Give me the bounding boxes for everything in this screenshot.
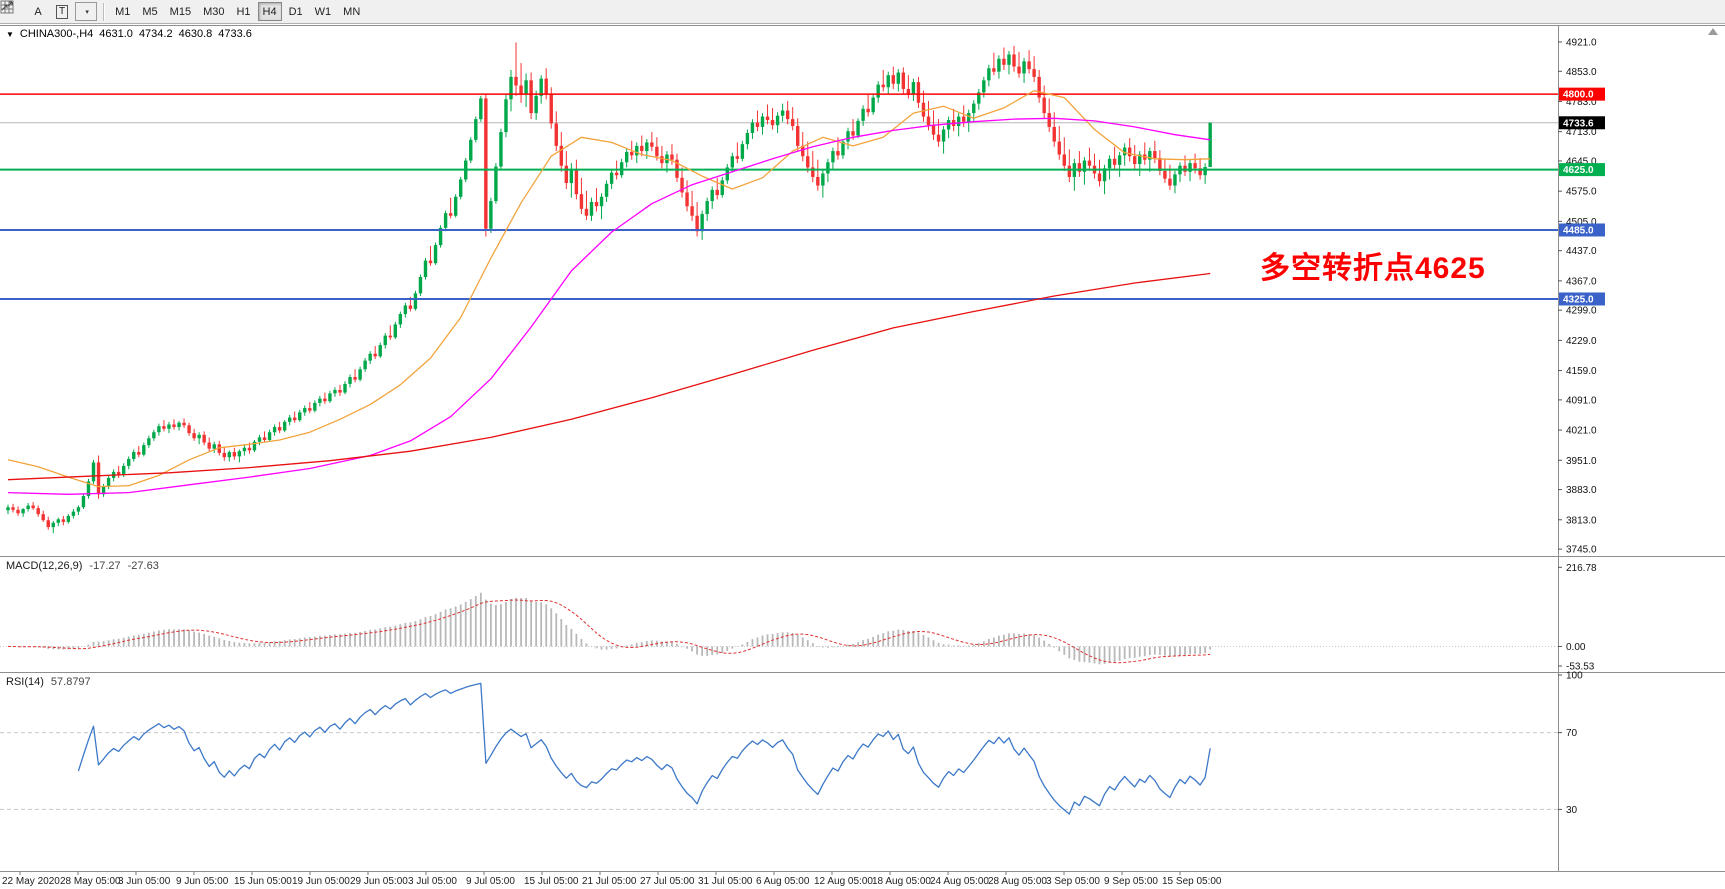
rsi-tick-label: 70 — [1566, 728, 1578, 739]
svg-text:4325.0: 4325.0 — [1563, 294, 1594, 305]
timeframe-button-h4[interactable]: H4 — [257, 2, 282, 21]
rsi-tick-label: 30 — [1566, 805, 1578, 816]
price-badge — [1559, 292, 1605, 306]
text-tool-icon: T — [56, 4, 69, 19]
price-tick-label: 4159.0 — [1566, 366, 1597, 377]
price-tick-label: 4437.0 — [1566, 246, 1597, 257]
time-tick-label: 3 Jul 05:00 — [408, 876, 457, 887]
svg-text:4625.0: 4625.0 — [1563, 165, 1594, 176]
time-tick-label: 15 Sep 05:00 — [1162, 876, 1222, 887]
timeframe-button-m5[interactable]: M5 — [142, 5, 158, 18]
timeframe-button-mn[interactable]: MN — [343, 5, 361, 18]
time-tick-label: 12 Aug 05:00 — [814, 876, 873, 887]
svg-text:4733.6: 4733.6 — [1563, 118, 1594, 129]
timeframe-button-w1[interactable]: W1 — [314, 5, 332, 18]
ma-fast-orange — [7, 90, 1211, 488]
timeframe-button-m1[interactable]: M1 — [115, 5, 131, 18]
text-label-tool-button[interactable]: A — [34, 5, 42, 18]
price-tick-label: 4091.0 — [1566, 395, 1597, 406]
time-tick-label: 21 Jul 05:00 — [582, 876, 637, 887]
rsi-line — [77, 682, 1211, 815]
timeframe-button-group: M1 M5 M15 M30 H1 H4 D1 W1 MN — [109, 2, 366, 21]
time-tick-label: 29 Jun 05:00 — [350, 876, 408, 887]
time-tick-label: 15 Jul 05:00 — [524, 876, 579, 887]
rsi-value: 57.8797 — [50, 676, 91, 688]
price-tick-label: 4921.0 — [1566, 37, 1597, 48]
ohlc-low: 4630.8 — [178, 28, 213, 40]
text-tool-button[interactable]: T — [51, 2, 73, 21]
macd-tick-label: 216.78 — [1566, 563, 1597, 574]
rsi-label: RSI(14) 57.8797 — [6, 676, 91, 688]
ohlc-open: 4631.0 — [99, 28, 133, 40]
annotation-text[interactable]: 多空转折点4625 — [1260, 252, 1486, 285]
ohlc-close: 4733.6 — [218, 28, 252, 40]
time-tick-label: 24 Aug 05:00 — [930, 876, 989, 887]
price-tick-label: 4783.0 — [1566, 97, 1597, 108]
price-tick-label: 3745.0 — [1566, 545, 1597, 556]
time-tick-label: 28 Aug 05:00 — [988, 876, 1047, 887]
price-tick-label: 4021.0 — [1566, 426, 1597, 437]
timeframe-button-m30[interactable]: M30 — [203, 5, 225, 18]
price-tick-label: 4367.0 — [1566, 276, 1597, 287]
time-tick-label: 9 Jun 05:00 — [176, 876, 229, 887]
timeframe-button-h1[interactable]: H1 — [236, 5, 251, 18]
time-axis[interactable] — [0, 872, 1558, 889]
price-tick-label: 3883.0 — [1566, 485, 1597, 496]
chevron-down-icon: ▾ — [85, 8, 89, 16]
price-badge — [1559, 116, 1605, 130]
chart-shift-marker[interactable] — [1708, 28, 1718, 35]
time-tick-label: 28 May 05:00 — [60, 876, 121, 887]
rsi-name: RSI(14) — [6, 676, 44, 688]
price-badge — [1559, 87, 1605, 101]
macd-signal-value: -27.63 — [127, 560, 159, 572]
time-tick-label: 15 Jun 05:00 — [234, 876, 292, 887]
price-tick-label: 4713.0 — [1566, 127, 1597, 138]
ma-slow-red — [7, 272, 1211, 481]
toolbar: A T ▾ M1 M5 M15 M30 H1 H4 D1 W1 MN — [0, 0, 1725, 24]
svg-text:4485.0: 4485.0 — [1563, 225, 1594, 236]
price-badge — [1559, 223, 1605, 237]
timeframe-button-d1[interactable]: D1 — [288, 5, 303, 18]
macd-tick-label: -53.53 — [1566, 661, 1595, 672]
time-tick-label: 18 Aug 05:00 — [872, 876, 931, 887]
ohlc-high: 4734.2 — [138, 28, 173, 40]
time-tick-label: 9 Sep 05:00 — [1104, 876, 1158, 887]
price-tick-label: 4575.0 — [1566, 187, 1597, 198]
svg-text:4800.0: 4800.0 — [1563, 90, 1594, 101]
price-tick-label: 4229.0 — [1566, 336, 1597, 347]
price-axis[interactable] — [1559, 26, 1725, 871]
arrows-icon — [1, 1, 13, 11]
price-tick-label: 3813.0 — [1566, 515, 1597, 526]
price-tick-label: 3951.0 — [1566, 456, 1597, 467]
time-tick-label: 3 Sep 05:00 — [1046, 876, 1100, 887]
ma-mid-magenta — [7, 117, 1211, 495]
macd-tick-label: 0.00 — [1566, 642, 1586, 653]
macd-name: MACD(12,26,9) — [6, 560, 83, 572]
price-tick-label: 4645.0 — [1566, 156, 1597, 167]
macd-value: -17.27 — [89, 560, 121, 572]
price-tick-label: 4853.0 — [1566, 67, 1597, 78]
toolbar-separator — [103, 2, 105, 21]
price-tick-label: 4505.0 — [1566, 217, 1597, 228]
macd-signal-line — [7, 599, 1211, 664]
price-badge — [1559, 163, 1605, 177]
time-tick-label: 9 Jul 05:00 — [466, 876, 515, 887]
symbol-info-line: ▼ CHINA300-,H4 4631.0 4734.2 4630.8 4733… — [6, 28, 252, 40]
arrows-tool-button[interactable]: ▾ — [1, 1, 98, 21]
rsi-tick-label: 100 — [1566, 671, 1583, 682]
time-tick-label: 27 Jul 05:00 — [640, 876, 695, 887]
symbol-dropdown-icon[interactable]: ▼ — [6, 29, 14, 39]
time-tick-label: 6 Aug 05:00 — [756, 876, 810, 887]
time-tick-label: 22 May 2020 — [2, 876, 60, 887]
time-tick-label: 31 Jul 05:00 — [698, 876, 753, 887]
timeframe-button-m15[interactable]: M15 — [169, 5, 192, 18]
macd-label: MACD(12,26,9) -17.27 -27.63 — [6, 560, 159, 572]
time-tick-label: 19 Jun 05:00 — [292, 876, 350, 887]
price-tick-label: 4299.0 — [1566, 306, 1597, 317]
time-tick-label: 3 Jun 05:00 — [118, 876, 171, 887]
symbol-name: CHINA300-,H4 — [19, 28, 94, 40]
